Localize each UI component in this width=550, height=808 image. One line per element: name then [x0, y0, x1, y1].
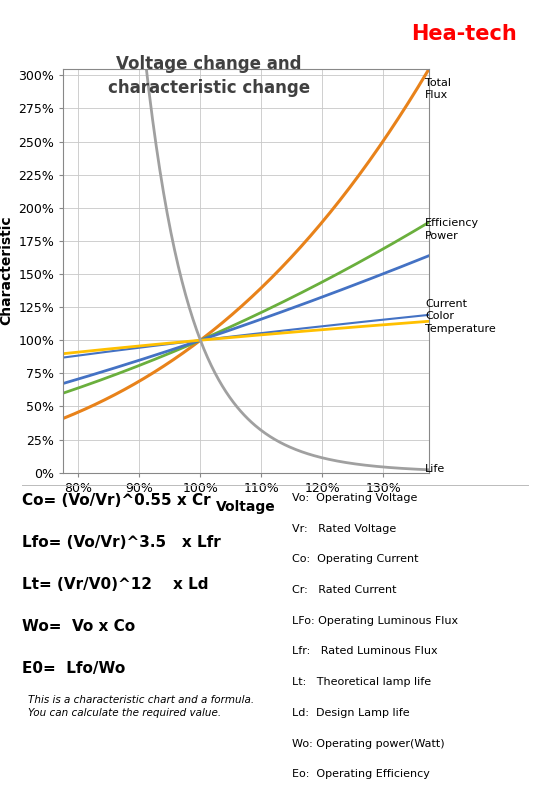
Text: E0=  Lfo/Wo: E0= Lfo/Wo — [22, 661, 125, 676]
Text: Ld:  Design Lamp life: Ld: Design Lamp life — [292, 708, 409, 718]
Text: Wo=  Vo x Co: Wo= Vo x Co — [22, 619, 135, 634]
Text: Life: Life — [425, 465, 446, 474]
Text: Vo:  Operating Voltage: Vo: Operating Voltage — [292, 493, 417, 503]
Text: Cr:   Rated Current: Cr: Rated Current — [292, 585, 396, 595]
Text: Co= (Vo/Vr)^0.55 x Cr: Co= (Vo/Vr)^0.55 x Cr — [22, 493, 211, 508]
Text: Eo:  Operating Efficiency: Eo: Operating Efficiency — [292, 769, 430, 779]
X-axis label: Voltage: Voltage — [216, 500, 276, 514]
Text: Voltage change and
characteristic change: Voltage change and characteristic change — [108, 55, 310, 96]
Text: Lt= (Vr/V0)^12    x Ld: Lt= (Vr/V0)^12 x Ld — [22, 577, 208, 592]
Y-axis label: Characteristic: Characteristic — [0, 216, 13, 326]
Text: Current
Color
Temperature: Current Color Temperature — [425, 299, 496, 334]
Text: This is a characteristic chart and a formula.
You can calculate the required val: This is a characteristic chart and a for… — [28, 695, 254, 718]
Text: Wo: Operating power(Watt): Wo: Operating power(Watt) — [292, 739, 444, 748]
Text: Vr:   Rated Voltage: Vr: Rated Voltage — [292, 524, 396, 533]
Text: Lfr:   Rated Luminous Flux: Lfr: Rated Luminous Flux — [292, 646, 437, 656]
Text: Efficiency
Power: Efficiency Power — [425, 218, 479, 241]
Text: Lfo= (Vo/Vr)^3.5   x Lfr: Lfo= (Vo/Vr)^3.5 x Lfr — [22, 535, 221, 550]
Text: Hea-tech: Hea-tech — [411, 24, 517, 44]
Text: LFo: Operating Luminous Flux: LFo: Operating Luminous Flux — [292, 616, 458, 625]
Text: Total
Flux: Total Flux — [425, 78, 451, 100]
Text: Lt:   Theoretical lamp life: Lt: Theoretical lamp life — [292, 677, 431, 687]
Text: Co:  Operating Current: Co: Operating Current — [292, 554, 418, 564]
